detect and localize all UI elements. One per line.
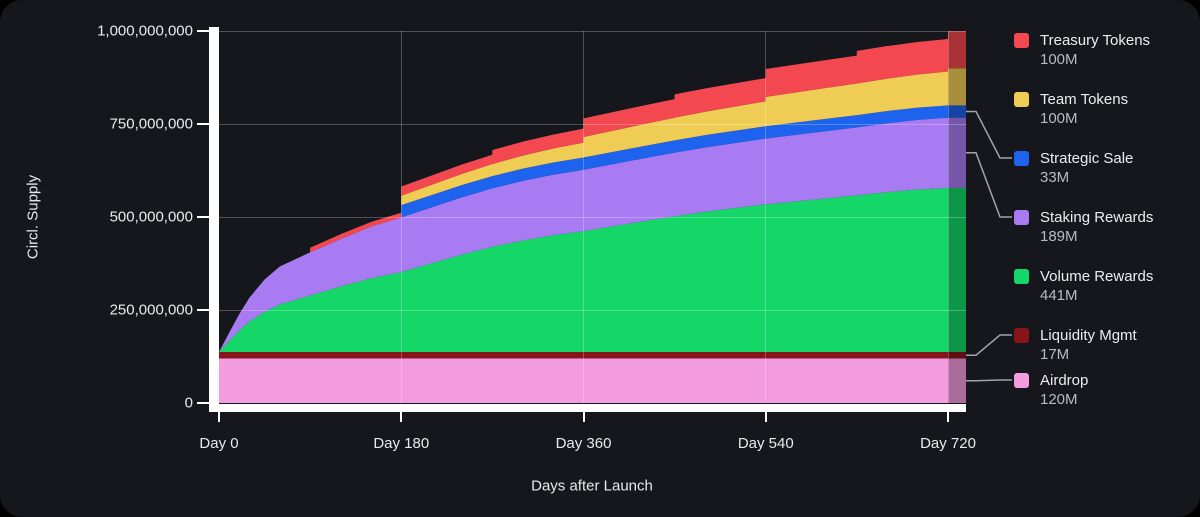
x-tick-label: Day 180 [373, 435, 430, 452]
legend-amount: 33M [1040, 169, 1070, 186]
x-tick-label: Day 360 [555, 435, 612, 452]
airdrop-swatch-icon [1014, 373, 1029, 388]
legend-label: Treasury Tokens [1040, 32, 1151, 49]
legend-label: Volume Rewards [1040, 268, 1154, 285]
y-axis-line [209, 27, 219, 412]
x-tick-mark [582, 412, 585, 422]
x-tick-mark [400, 412, 403, 422]
liquidity-mgmt-swatch-icon [1014, 328, 1029, 343]
area-team-tokens[interactable] [219, 68, 966, 353]
y-tick-label: 250,000,000 [109, 301, 193, 319]
x-tick-mark [764, 412, 767, 422]
legend-amount: 441M [1040, 287, 1078, 304]
y-tick-label: 750,000,000 [109, 115, 193, 133]
x-tick-label: Day 540 [737, 435, 794, 452]
y-tick-mark [197, 123, 209, 125]
legend-amount: 17M [1040, 346, 1070, 363]
legend-label: Airdrop [1040, 372, 1089, 389]
legend-label: Strategic Sale [1040, 150, 1134, 167]
legend-label: Team Tokens [1040, 91, 1129, 108]
legend-amount: 120M [1040, 391, 1078, 408]
callout-line-airdrop [966, 379, 1012, 382]
strategic-sale-swatch-icon [1014, 151, 1029, 166]
final-allocation-overlay [948, 31, 966, 403]
area-airdrop[interactable] [219, 358, 966, 403]
callout-line-strategic-sale [966, 110, 1012, 159]
callout-line-staking-rewards [966, 152, 1012, 218]
legend-item-staking-rewards[interactable]: Staking Rewards 189M [1014, 208, 1153, 246]
x-tick-label: Day 0 [199, 435, 239, 452]
area-staking-rewards[interactable] [219, 117, 966, 353]
legend-amount: 189M [1040, 228, 1078, 245]
area-liquidity-mgmt[interactable] [219, 352, 966, 359]
y-tick-label: 500,000,000 [109, 208, 193, 226]
y-tick-mark [197, 402, 209, 404]
legend-item-strategic-sale[interactable]: Strategic Sale 33M [1014, 149, 1133, 187]
y-tick-label: 1,000,000,000 [97, 22, 193, 40]
legend-item-airdrop[interactable]: Airdrop 120M [1014, 371, 1088, 409]
legend-item-volume-rewards[interactable]: Volume Rewards 441M [1014, 267, 1153, 305]
volume-rewards-swatch-icon [1014, 269, 1029, 284]
area-volume-rewards[interactable] [219, 187, 966, 353]
legend-label: Staking Rewards [1040, 209, 1154, 226]
callout-line-liquidity-mgmt [966, 334, 1012, 356]
y-tick-mark [197, 309, 209, 311]
staking-rewards-swatch-icon [1014, 210, 1029, 225]
y-tick-label: 0 [184, 394, 193, 412]
legend-item-treasury-tokens[interactable]: Treasury Tokens 100M [1014, 31, 1150, 69]
x-tick-mark [218, 412, 220, 422]
y-tick-mark [197, 216, 209, 218]
legend-amount: 100M [1040, 51, 1078, 68]
area-treasury-tokens[interactable] [219, 31, 966, 353]
x-axis-line [209, 404, 966, 412]
legend-amount: 100M [1040, 110, 1078, 127]
team-tokens-swatch-icon [1014, 92, 1029, 107]
x-axis-title: Days after Launch [531, 477, 653, 495]
legend-item-liquidity-mgmt[interactable]: Liquidity Mgmt 17M [1014, 326, 1137, 364]
x-tick-label: Day 720 [920, 435, 976, 452]
y-tick-mark [197, 30, 209, 32]
stacked-area-canvas[interactable] [219, 31, 966, 403]
x-tick-mark [947, 412, 949, 422]
treasury-tokens-swatch-icon [1014, 33, 1029, 48]
y-axis-title: Circl. Supply [24, 174, 42, 260]
legend-item-team-tokens[interactable]: Team Tokens 100M [1014, 90, 1128, 128]
legend-label: Liquidity Mgmt [1040, 327, 1137, 344]
